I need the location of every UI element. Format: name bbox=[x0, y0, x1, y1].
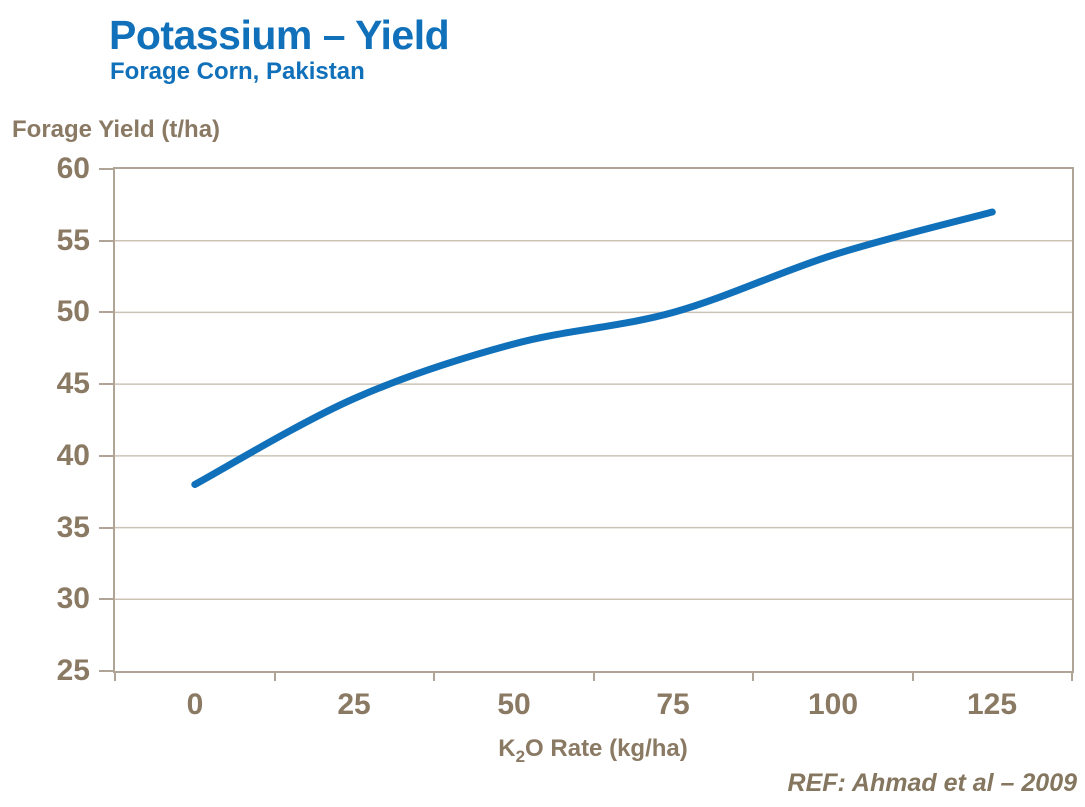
y-tick-label: 25 bbox=[56, 654, 90, 687]
x-axis-title-prefix: K bbox=[498, 735, 516, 762]
y-axis-tick bbox=[99, 598, 114, 600]
x-axis-tick bbox=[433, 671, 435, 681]
y-axis-tick bbox=[99, 527, 114, 529]
y-tick-label: 55 bbox=[56, 224, 90, 257]
y-tick-label: 30 bbox=[56, 582, 90, 615]
y-axis-tick bbox=[99, 670, 114, 672]
x-axis-tick bbox=[114, 671, 116, 681]
plot-area bbox=[113, 167, 1074, 673]
y-tick-label: 45 bbox=[56, 367, 90, 400]
x-axis-title: K2O Rate (kg/ha) bbox=[343, 735, 843, 767]
x-tick-label: 25 bbox=[337, 688, 371, 721]
y-tick-label: 50 bbox=[56, 295, 90, 328]
chart-title: Potassium – Yield bbox=[109, 12, 450, 58]
reference-text: REF: Ahmad et al – 2009 bbox=[787, 769, 1077, 797]
x-tick-label: 50 bbox=[497, 688, 531, 721]
x-tick-label: 125 bbox=[966, 688, 1018, 721]
y-tick-label: 35 bbox=[56, 511, 90, 544]
x-axis-tick bbox=[1071, 671, 1073, 681]
x-axis-tick bbox=[912, 671, 914, 681]
y-axis-tick bbox=[99, 311, 114, 313]
y-axis-tick bbox=[99, 240, 114, 242]
y-axis-tick bbox=[99, 383, 114, 385]
y-axis-tick bbox=[99, 168, 114, 170]
y-axis-title: Forage Yield (t/ha) bbox=[12, 116, 221, 143]
line-chart-svg bbox=[115, 208, 1072, 601]
x-axis-tick bbox=[274, 671, 276, 681]
yield-line bbox=[191, 208, 996, 488]
x-axis-title-suffix: O Rate (kg/ha) bbox=[525, 735, 688, 762]
y-axis-tick bbox=[99, 455, 114, 457]
x-tick-label: 0 bbox=[186, 688, 204, 721]
y-tick-label: 60 bbox=[56, 152, 90, 185]
x-tick-label: 100 bbox=[807, 688, 859, 721]
x-axis-tick bbox=[752, 671, 754, 681]
y-tick-label: 40 bbox=[56, 439, 90, 472]
x-axis-tick bbox=[593, 671, 595, 681]
chart-subtitle: Forage Corn, Pakistan bbox=[110, 58, 365, 85]
x-axis-title-subscript: 2 bbox=[515, 746, 526, 766]
x-tick-label: 75 bbox=[656, 688, 690, 721]
